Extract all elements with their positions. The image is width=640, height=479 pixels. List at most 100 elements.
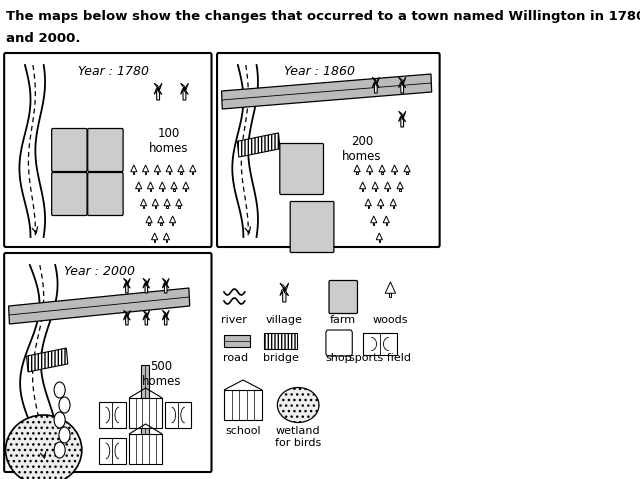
Text: village: village (266, 315, 303, 325)
Polygon shape (284, 289, 289, 296)
Polygon shape (143, 283, 147, 288)
Polygon shape (399, 116, 402, 122)
Bar (129, 434, 163, 464)
Polygon shape (172, 223, 173, 225)
Circle shape (54, 412, 65, 428)
FancyBboxPatch shape (280, 144, 323, 194)
Polygon shape (146, 216, 152, 223)
Polygon shape (166, 240, 167, 242)
Circle shape (54, 382, 65, 398)
Text: river: river (221, 315, 247, 325)
FancyBboxPatch shape (88, 128, 123, 171)
Polygon shape (164, 283, 167, 293)
Circle shape (126, 314, 127, 316)
FancyBboxPatch shape (4, 253, 211, 472)
Polygon shape (397, 182, 403, 189)
FancyBboxPatch shape (88, 172, 123, 216)
Text: road: road (223, 353, 248, 363)
Circle shape (284, 288, 285, 291)
Text: bridge: bridge (263, 353, 299, 363)
Polygon shape (127, 310, 131, 315)
Polygon shape (125, 315, 128, 325)
Polygon shape (369, 172, 370, 174)
Text: sports field: sports field (349, 353, 411, 363)
Polygon shape (154, 83, 158, 89)
Polygon shape (147, 182, 154, 189)
Polygon shape (399, 82, 402, 88)
Text: shop: shop (326, 353, 353, 363)
Circle shape (59, 397, 70, 413)
Polygon shape (381, 172, 383, 174)
Polygon shape (171, 182, 177, 189)
Polygon shape (392, 206, 394, 208)
Polygon shape (389, 293, 392, 297)
Polygon shape (157, 89, 159, 100)
Polygon shape (145, 283, 148, 293)
Polygon shape (379, 165, 385, 172)
Polygon shape (143, 165, 148, 172)
Polygon shape (166, 283, 169, 288)
Polygon shape (221, 74, 431, 109)
FancyBboxPatch shape (217, 53, 440, 247)
Text: 100
homes: 100 homes (148, 127, 188, 155)
Polygon shape (180, 89, 184, 94)
Polygon shape (166, 165, 172, 172)
FancyBboxPatch shape (52, 172, 87, 216)
Polygon shape (399, 77, 402, 82)
Polygon shape (401, 116, 404, 127)
Polygon shape (133, 172, 134, 174)
Polygon shape (163, 315, 166, 320)
Circle shape (146, 314, 147, 316)
Bar (264, 333, 298, 349)
Polygon shape (140, 199, 147, 206)
Polygon shape (143, 206, 144, 208)
Polygon shape (154, 240, 156, 242)
Polygon shape (184, 83, 188, 89)
Ellipse shape (277, 388, 319, 422)
Polygon shape (402, 82, 406, 88)
Polygon shape (402, 111, 406, 116)
Polygon shape (394, 172, 395, 174)
Polygon shape (138, 189, 140, 191)
Circle shape (59, 427, 70, 443)
Circle shape (184, 88, 185, 90)
Polygon shape (8, 288, 189, 324)
Text: and 2000.: and 2000. (6, 32, 80, 45)
Polygon shape (378, 199, 384, 206)
Polygon shape (401, 82, 404, 93)
Polygon shape (147, 310, 150, 315)
Bar (224, 390, 262, 420)
Polygon shape (143, 315, 147, 320)
Polygon shape (404, 165, 410, 172)
Polygon shape (402, 116, 406, 122)
Text: Year : 1780: Year : 1780 (78, 65, 149, 78)
Polygon shape (155, 206, 156, 208)
Circle shape (401, 115, 403, 117)
Bar (99, 438, 125, 464)
Polygon shape (158, 83, 162, 89)
Polygon shape (124, 310, 127, 315)
Polygon shape (283, 289, 286, 302)
Polygon shape (367, 206, 369, 208)
Polygon shape (143, 310, 147, 315)
Polygon shape (385, 182, 391, 189)
Polygon shape (387, 189, 388, 191)
Polygon shape (356, 172, 358, 174)
Polygon shape (372, 182, 378, 189)
Polygon shape (166, 278, 169, 283)
Polygon shape (402, 77, 406, 82)
Circle shape (165, 282, 166, 284)
FancyBboxPatch shape (52, 128, 87, 171)
Polygon shape (189, 165, 196, 172)
Polygon shape (157, 216, 164, 223)
Polygon shape (406, 172, 408, 174)
Text: woods: woods (372, 315, 408, 325)
Polygon shape (192, 172, 193, 174)
Polygon shape (164, 199, 170, 206)
Circle shape (54, 442, 65, 458)
Polygon shape (390, 199, 396, 206)
Polygon shape (374, 82, 377, 93)
Polygon shape (180, 172, 182, 174)
Polygon shape (179, 206, 180, 208)
Polygon shape (143, 278, 147, 283)
